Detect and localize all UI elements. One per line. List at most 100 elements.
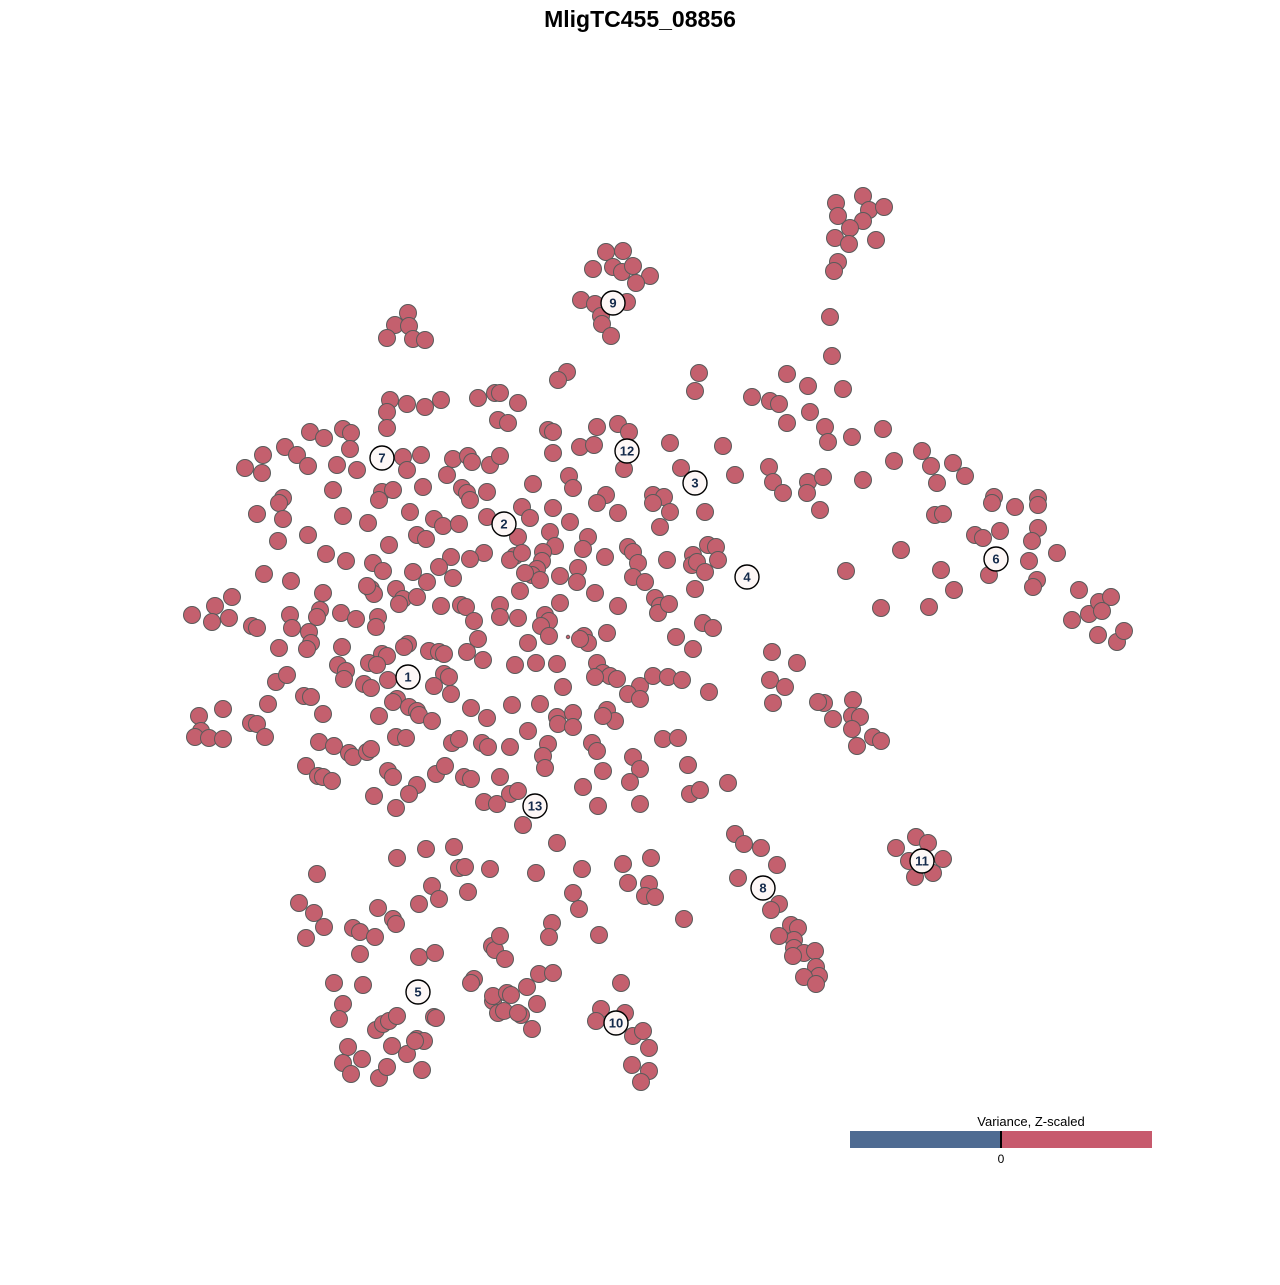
data-point <box>642 849 660 867</box>
data-point <box>503 696 521 714</box>
cluster-label-badge <box>750 875 776 901</box>
data-point <box>801 403 819 421</box>
data-point <box>631 760 649 778</box>
data-point <box>726 466 744 484</box>
data-point <box>387 915 405 933</box>
data-point <box>469 389 487 407</box>
data-point <box>594 762 612 780</box>
data-point <box>255 565 273 583</box>
data-point <box>353 1050 371 1068</box>
data-point <box>620 423 638 441</box>
data-point <box>425 677 443 695</box>
data-point <box>735 835 753 853</box>
data-point <box>821 308 839 326</box>
cluster-label-badge <box>491 511 517 537</box>
cluster-label-badge <box>909 848 935 874</box>
data-point <box>1070 581 1088 599</box>
data-point <box>324 481 342 499</box>
data-point <box>819 433 837 451</box>
data-point <box>183 606 201 624</box>
data-point <box>436 757 454 775</box>
data-point <box>840 235 858 253</box>
data-point <box>332 604 350 622</box>
data-point <box>872 732 890 750</box>
data-point <box>270 639 288 657</box>
cluster-label-badge <box>603 1010 629 1036</box>
data-point <box>719 774 737 792</box>
data-point <box>479 738 497 756</box>
data-point <box>945 581 963 599</box>
data-point <box>934 505 952 523</box>
data-point <box>457 598 475 616</box>
data-point <box>527 864 545 882</box>
data-point <box>236 459 254 477</box>
data-point <box>388 1007 406 1025</box>
data-point <box>932 561 950 579</box>
data-point <box>427 1009 445 1027</box>
data-point <box>288 446 306 464</box>
data-point <box>624 257 642 275</box>
cluster-label-number: 12 <box>620 444 634 459</box>
data-point <box>378 1058 396 1076</box>
legend-title: Variance, Z-scaled <box>977 1114 1084 1129</box>
cluster-label-number: 11 <box>915 854 929 869</box>
data-point <box>367 618 385 636</box>
data-point <box>378 419 396 437</box>
data-point <box>632 1073 650 1091</box>
cluster-label: 10 <box>603 1010 629 1036</box>
data-point <box>383 1037 401 1055</box>
data-point <box>743 388 761 406</box>
data-point <box>696 563 714 581</box>
data-point <box>253 464 271 482</box>
data-point <box>456 858 474 876</box>
data-point <box>491 608 509 626</box>
cluster-label: 5 <box>405 979 431 1005</box>
data-point <box>1093 602 1111 620</box>
data-point <box>696 503 714 521</box>
data-point <box>1048 544 1066 562</box>
data-point <box>461 550 479 568</box>
data-point <box>928 474 946 492</box>
data-point <box>752 839 770 857</box>
data-point <box>1023 532 1041 550</box>
data-point <box>256 728 274 746</box>
data-point <box>335 670 353 688</box>
data-point <box>362 740 380 758</box>
data-point <box>461 491 479 509</box>
cluster-label-number: 5 <box>414 985 421 1000</box>
data-point <box>430 558 448 576</box>
data-point <box>203 613 221 631</box>
data-point <box>362 679 380 697</box>
data-point <box>478 709 496 727</box>
data-point <box>875 198 893 216</box>
data-point <box>413 1061 431 1079</box>
data-point <box>370 707 388 725</box>
data-point <box>442 548 460 566</box>
data-point <box>531 571 549 589</box>
data-point <box>554 678 572 696</box>
data-point <box>214 700 232 718</box>
data-point <box>423 712 441 730</box>
data-point <box>892 541 910 559</box>
data-point <box>548 834 566 852</box>
data-point <box>509 782 527 800</box>
data-point <box>814 468 832 486</box>
cluster-label-number: 9 <box>609 296 616 311</box>
data-point <box>669 729 687 747</box>
data-point <box>887 839 905 857</box>
data-point <box>700 683 718 701</box>
data-point <box>609 597 627 615</box>
data-point <box>432 391 450 409</box>
cluster-label-badge <box>682 470 708 496</box>
data-point <box>491 447 509 465</box>
data-point <box>841 219 859 237</box>
data-point <box>348 461 366 479</box>
data-point <box>374 562 392 580</box>
data-point <box>408 588 426 606</box>
data-point <box>516 564 534 582</box>
data-point <box>418 573 436 591</box>
data-point <box>704 619 722 637</box>
data-point <box>549 715 567 733</box>
data-point <box>991 522 1009 540</box>
